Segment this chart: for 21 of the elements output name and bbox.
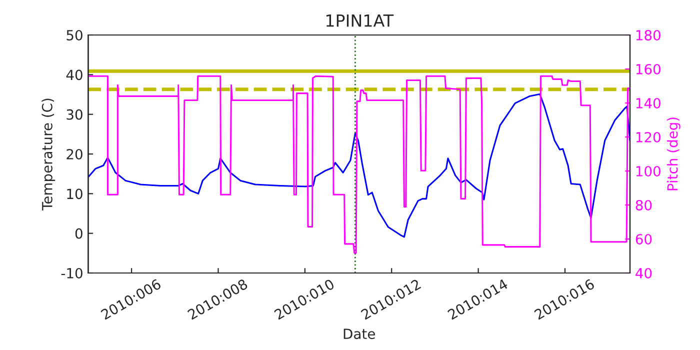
y2-tick-label: 180 (636, 30, 660, 40)
y2-tick-label: 160 (636, 64, 660, 74)
y-tick-label: -10 (61, 268, 82, 278)
y-axis-title: Temperature (C) (42, 98, 56, 210)
y2-tick-label: 40 (636, 268, 652, 278)
y-tick-label: 50 (66, 30, 82, 40)
line-series (88, 93, 630, 238)
line-series (88, 75, 630, 254)
x-axis-title: Date (344, 328, 375, 340)
y-tick-label: 20 (66, 148, 82, 160)
y2-tick-label: 100 (636, 166, 660, 176)
y-tick-label: 0 (75, 228, 82, 239)
y2-axis-title: Pitch (deg) (666, 118, 680, 190)
y2-tick-label: 60 (636, 234, 652, 244)
y2-tick-label: 140 (636, 98, 660, 108)
y-tick-label: 10 (67, 188, 82, 200)
y-tick-label: 40 (66, 70, 82, 80)
chart-title: 1PIN1AT (326, 14, 394, 27)
y2-tick-label: 120 (636, 132, 660, 142)
y-tick-label: 30 (66, 109, 82, 120)
y2-tick-label: 80 (636, 200, 652, 210)
